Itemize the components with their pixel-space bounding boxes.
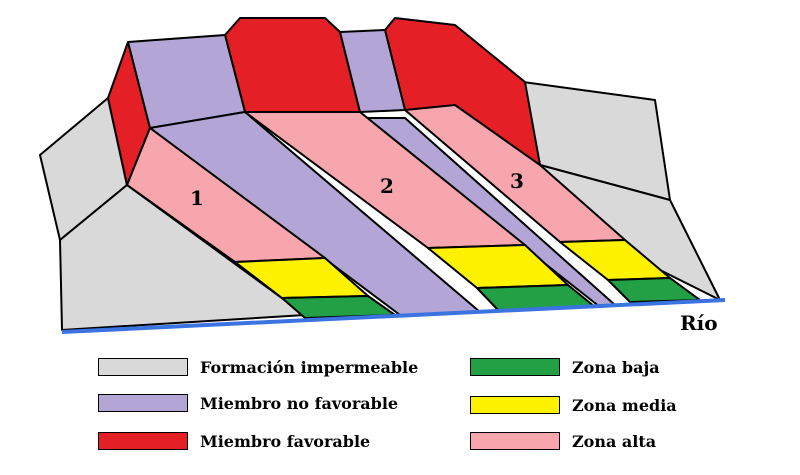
zone-number-1: 1 [190, 186, 204, 210]
river-line [61, 298, 726, 334]
legend-label-zona-baja: Zona baja [572, 357, 660, 377]
legend-label-zona-media: Zona media [572, 395, 677, 415]
legend-swatch-favorable [98, 432, 188, 450]
legend-label-zona-alta: Zona alta [572, 431, 657, 451]
river-label: Río [680, 311, 718, 335]
legend-swatch-no-favorable [98, 394, 188, 412]
legend-swatch-impermeable [98, 358, 188, 376]
legend-swatch-zona-baja [470, 358, 560, 376]
legend-swatch-zona-media [470, 396, 560, 414]
legend-item-zona-baja: Zona baja [470, 356, 660, 378]
legend-label-favorable: Miembro favorable [200, 431, 371, 451]
legend-swatch-zona-alta [470, 432, 560, 450]
legend-label-no-favorable: Miembro no favorable [200, 393, 399, 413]
legend-label-impermeable: Formación impermeable [200, 357, 419, 377]
legend-item-zona-media: Zona media [470, 394, 677, 416]
legend-item-favorable: Miembro favorable [98, 430, 370, 452]
zone-number-2: 2 [380, 174, 394, 198]
geology-block-diagram: 1 2 3 Río [39, 17, 726, 335]
zona-alta-3 [404, 104, 626, 243]
legend-item-zona-alta: Zona alta [470, 430, 656, 452]
legend-item-impermeable: Formación impermeable [98, 356, 418, 378]
zone-number-3: 3 [510, 169, 524, 193]
legend-item-no-favorable: Miembro no favorable [98, 392, 398, 414]
